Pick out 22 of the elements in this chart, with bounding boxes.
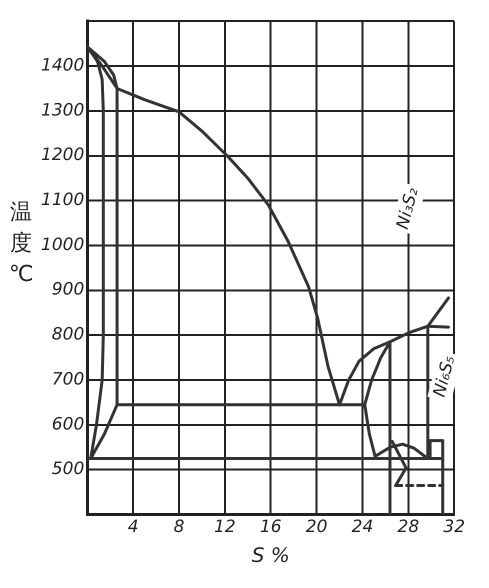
annotation: Ni₃S₂	[393, 186, 424, 232]
y-tick-label: 1300	[41, 100, 85, 120]
y-axis-title: 温度 ℃	[8, 199, 34, 289]
y-tick-label: 900	[52, 280, 85, 300]
x-axis-title: S %	[252, 543, 290, 568]
y-tick-label: 800	[52, 324, 85, 345]
x-tick-label: 32	[444, 517, 466, 538]
x-tick-label: 16	[260, 517, 282, 538]
y-tick-label: 500	[52, 459, 85, 480]
annotation: Ni₆S₅	[430, 353, 460, 400]
y-tick-label: 600	[52, 414, 85, 434]
y-tick-label: 1200	[41, 145, 85, 166]
x-tick-label: 24	[352, 517, 374, 538]
x-tick-label: 28	[398, 517, 420, 538]
y-tick-label: 1100	[41, 190, 85, 210]
y-tick-label: 700	[52, 369, 85, 390]
x-tick-label: 12	[214, 517, 236, 538]
y-tick-label: 1000	[41, 234, 85, 255]
y-tick-label: 1400	[41, 55, 85, 76]
x-tick-label: 8	[174, 517, 185, 538]
x-tick-label: 4	[128, 517, 139, 538]
x-tick-label: 20	[306, 517, 328, 538]
